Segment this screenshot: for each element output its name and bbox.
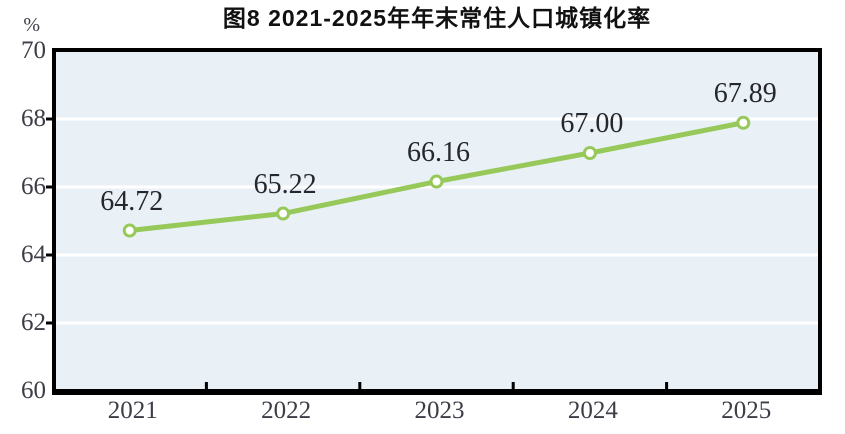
y-tick-label: 64	[21, 241, 46, 268]
chart-title: 图8 2021-2025年年末常住人口城镇化率	[222, 5, 652, 31]
data-point-marker	[276, 206, 291, 221]
y-tick-label: 60	[21, 377, 46, 404]
data-value-label: 67.89	[713, 77, 777, 109]
plot-background	[54, 50, 820, 391]
data-point-marker	[582, 146, 597, 160]
y-tick-label: 62	[21, 309, 46, 336]
y-tick-label: 66	[21, 173, 46, 200]
data-point-marker	[429, 174, 444, 189]
x-tick-label: 2021	[107, 397, 158, 424]
x-tick-label: 2022	[261, 397, 312, 424]
data-value-label: 66.16	[407, 136, 470, 168]
y-tick-label: 70	[21, 37, 46, 64]
data-point-marker	[122, 223, 137, 238]
x-tick-label: 2024	[567, 397, 618, 424]
x-tick-label: 2025	[721, 397, 772, 424]
y-axis-unit-label: %	[23, 14, 40, 36]
y-tick-label: 68	[21, 105, 46, 132]
data-point-marker	[736, 115, 751, 130]
x-tick-label: 2023	[414, 397, 465, 424]
data-value-label: 67.00	[560, 108, 624, 139]
data-value-label: 64.72	[100, 185, 164, 217]
data-value-label: 65.22	[253, 168, 317, 200]
